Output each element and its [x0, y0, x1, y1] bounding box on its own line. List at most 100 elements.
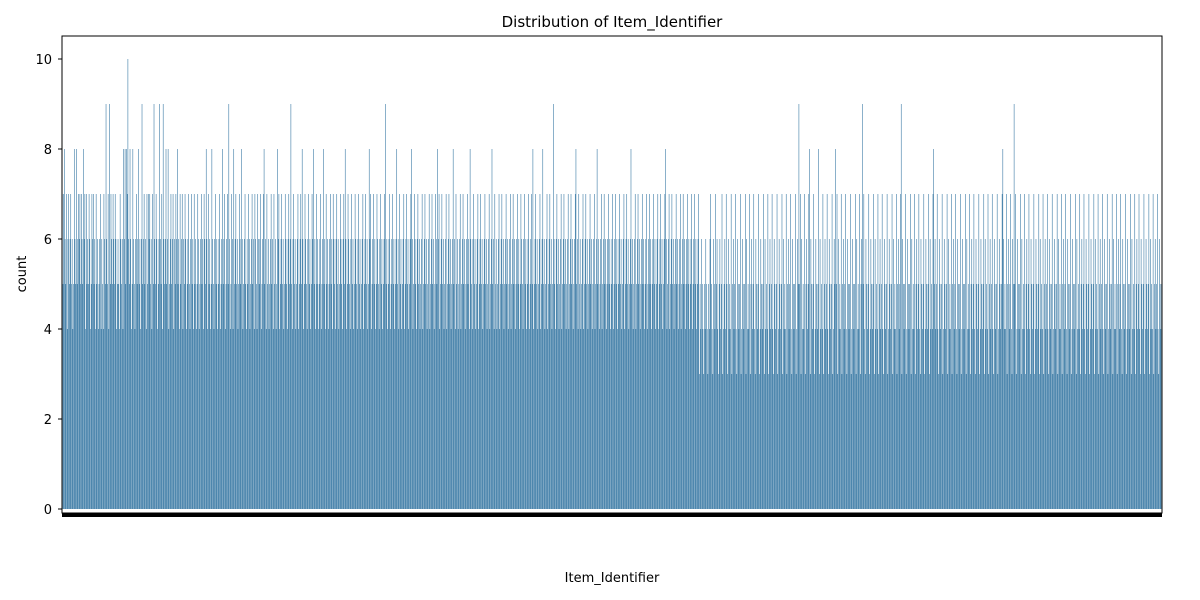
bar — [563, 194, 565, 509]
bar — [945, 329, 946, 509]
bar — [1028, 194, 1030, 509]
bar — [498, 194, 500, 509]
bar — [1027, 284, 1029, 509]
bar — [275, 329, 277, 509]
bar — [662, 329, 664, 509]
bar — [339, 284, 340, 509]
bar — [947, 374, 949, 509]
bar — [824, 239, 826, 509]
bar — [895, 329, 896, 509]
bar — [809, 374, 811, 509]
bar — [630, 149, 632, 509]
bar — [839, 284, 841, 509]
bar — [1018, 329, 1020, 509]
bar — [521, 239, 522, 509]
bar — [268, 329, 270, 509]
bar — [440, 239, 442, 509]
bar — [112, 194, 114, 509]
bar — [681, 284, 683, 509]
bar — [764, 374, 765, 509]
bar — [566, 284, 568, 509]
bar — [990, 329, 992, 509]
bar — [362, 194, 364, 509]
bar — [215, 284, 217, 509]
bar — [881, 194, 883, 509]
bar — [152, 194, 153, 509]
bar — [825, 329, 827, 509]
bar — [591, 329, 593, 509]
bar — [203, 194, 205, 509]
bar — [1101, 284, 1102, 509]
bar — [310, 329, 311, 509]
bar — [673, 239, 674, 509]
bar — [332, 329, 333, 509]
bar — [787, 284, 788, 509]
bar — [101, 239, 103, 509]
bar — [941, 284, 942, 509]
bar — [850, 374, 852, 509]
bar — [203, 329, 204, 509]
bar — [348, 239, 350, 509]
bar — [498, 239, 499, 509]
bar — [1112, 374, 1114, 509]
bar — [258, 239, 259, 509]
bar — [576, 284, 577, 509]
bar — [94, 239, 96, 509]
bar — [356, 284, 357, 509]
bar — [780, 284, 782, 509]
bar — [667, 284, 668, 509]
bar — [332, 194, 334, 509]
bar — [558, 329, 560, 509]
bar — [486, 239, 487, 509]
bar — [531, 284, 533, 509]
bar — [590, 284, 592, 509]
bar — [1039, 239, 1041, 509]
bar — [991, 194, 993, 509]
bar — [975, 239, 977, 509]
bar — [96, 284, 98, 509]
bar — [852, 239, 853, 509]
bar — [450, 239, 451, 509]
bar — [208, 194, 209, 509]
bar — [1154, 239, 1156, 509]
bar — [1111, 284, 1112, 509]
bar — [389, 194, 390, 509]
bar — [621, 329, 623, 509]
bar — [1067, 239, 1069, 509]
bar — [984, 239, 986, 509]
bar — [865, 239, 867, 509]
bar — [853, 329, 855, 509]
bar — [1145, 329, 1146, 509]
bar — [314, 239, 316, 509]
bar — [940, 329, 942, 509]
bar — [383, 239, 385, 509]
bar — [723, 284, 725, 509]
bar — [918, 194, 920, 509]
bar — [105, 104, 107, 509]
bar — [121, 284, 122, 509]
bar — [1129, 284, 1131, 509]
bar — [737, 284, 739, 509]
bar — [848, 329, 850, 509]
bar — [411, 239, 413, 509]
bar — [797, 239, 798, 509]
bar — [971, 239, 973, 509]
bar — [82, 284, 84, 509]
bar — [921, 284, 922, 509]
bar — [665, 239, 667, 509]
bar — [605, 239, 606, 509]
bar — [91, 194, 93, 509]
bar — [838, 329, 840, 509]
bar — [325, 329, 326, 509]
bar — [541, 239, 543, 509]
bar — [509, 239, 510, 509]
bar — [666, 329, 668, 509]
bar — [425, 284, 426, 509]
bar — [1102, 329, 1104, 509]
bar — [872, 284, 874, 509]
bar — [804, 374, 806, 509]
bar — [522, 284, 523, 509]
bar — [669, 329, 671, 509]
bar — [628, 329, 630, 509]
bar — [434, 284, 436, 509]
